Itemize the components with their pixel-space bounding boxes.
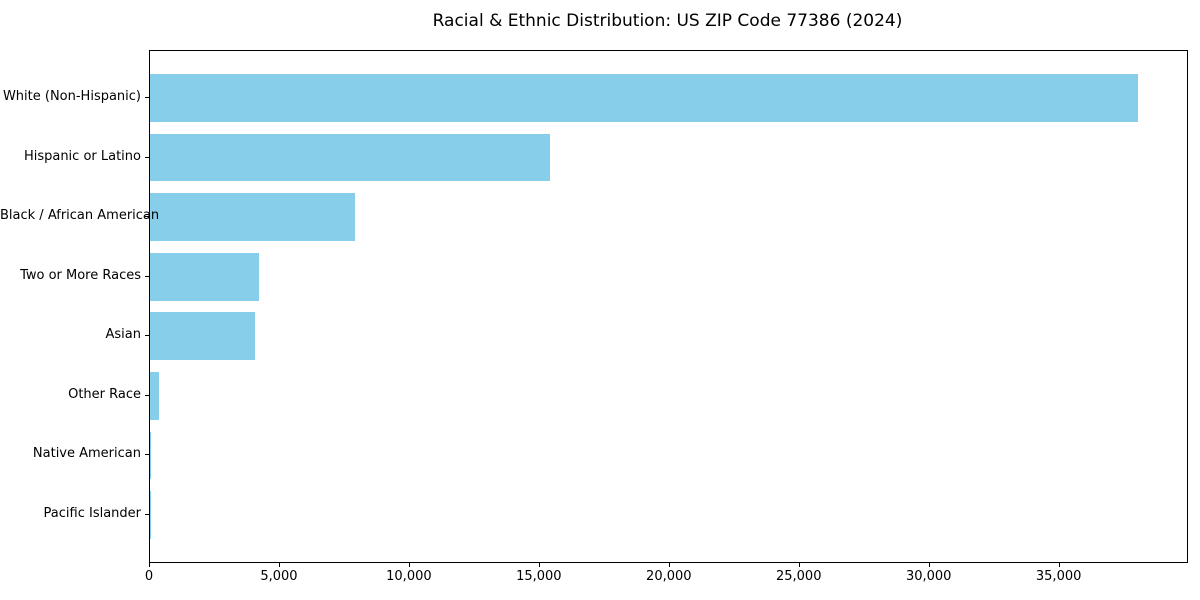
bar-4	[150, 312, 255, 361]
bar-5	[150, 372, 160, 420]
x-tick-label-3: 15,000	[516, 569, 562, 584]
x-tick-label-6: 30,000	[905, 569, 952, 584]
x-tick-mark-2	[408, 563, 410, 567]
x-tick-mark-5	[798, 563, 800, 567]
plot-area	[149, 50, 1188, 563]
y-tick-label-2: Black / African American	[0, 208, 160, 224]
x-tick-label-1: 5,000	[260, 569, 298, 584]
y-tick-mark-5	[145, 394, 149, 396]
y-tick-label-4: Asian	[105, 327, 141, 343]
y-tick-label-6: Native American	[32, 446, 141, 462]
y-tick-mark-7	[145, 513, 149, 515]
bar-1	[150, 133, 551, 182]
y-tick-mark-2	[145, 216, 149, 218]
y-tick-mark-4	[145, 335, 149, 337]
bar-3	[150, 252, 260, 301]
y-tick-mark-1	[145, 156, 149, 158]
y-tick-label-1: Hispanic or Latino	[23, 148, 141, 164]
bar-2	[150, 193, 355, 241]
x-tick-mark-3	[538, 563, 540, 567]
bar-0	[150, 74, 1138, 122]
y-tick-label-7: Pacific Islander	[43, 505, 141, 521]
bar-6	[150, 431, 152, 480]
y-tick-label-5: Other Race	[68, 386, 141, 402]
y-tick-mark-6	[145, 454, 149, 456]
x-tick-label-0: 0	[144, 569, 154, 584]
x-tick-label-7: 35,000	[1035, 569, 1082, 584]
x-tick-mark-6	[928, 563, 930, 567]
x-tick-mark-0	[149, 563, 150, 567]
y-tick-label-3: Two or More Races	[20, 267, 141, 283]
x-tick-label-5: 25,000	[775, 569, 822, 584]
x-tick-mark-4	[668, 563, 670, 567]
y-tick-mark-3	[145, 275, 149, 277]
x-tick-mark-1	[278, 563, 280, 567]
x-tick-label-2: 10,000	[386, 569, 432, 584]
y-tick-label-0: White (Non-Hispanic)	[2, 89, 141, 105]
x-tick-mark-7	[1058, 563, 1060, 567]
chart-title: Racial & Ethnic Distribution: US ZIP Cod…	[432, 11, 903, 31]
x-tick-label-4: 20,000	[646, 569, 692, 584]
y-tick-mark-0	[145, 97, 149, 99]
